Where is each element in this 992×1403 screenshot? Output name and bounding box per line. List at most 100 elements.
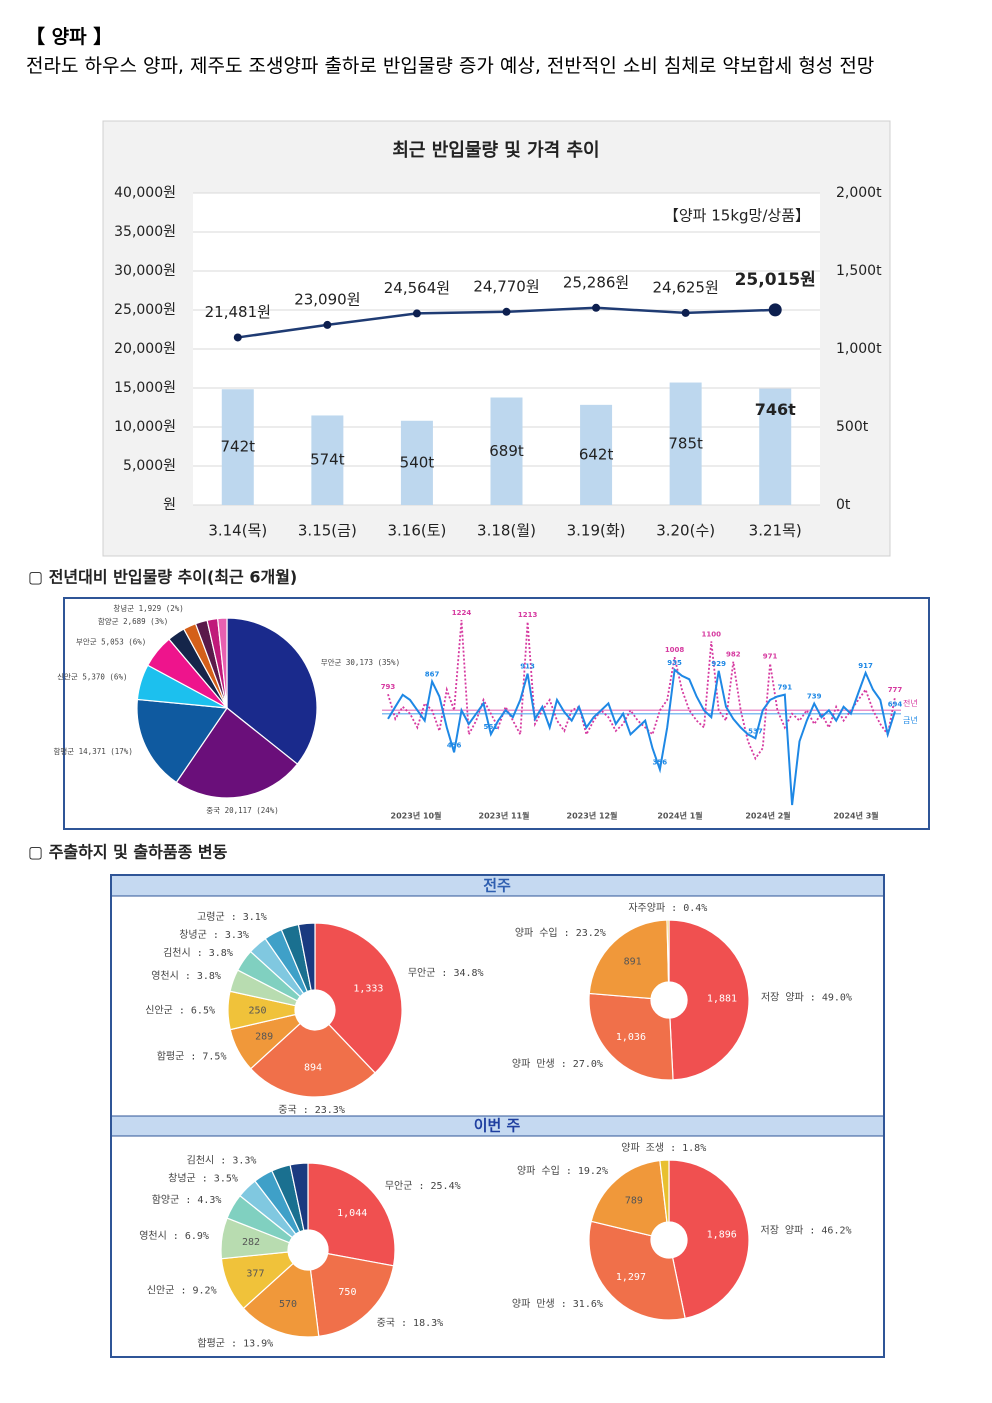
price-point: [592, 303, 601, 312]
inner-label: 1,036: [616, 1032, 646, 1043]
inner-label: 1,896: [707, 1230, 737, 1241]
bar-label: 689t: [489, 442, 524, 460]
slice: [226, 617, 318, 765]
legend-label: 금년: [903, 715, 918, 725]
price-point: [323, 320, 332, 329]
bar: [580, 404, 613, 505]
x-tick-label: 2024년 2월: [745, 811, 790, 821]
slice: [588, 919, 670, 1000]
point-label: 793: [381, 683, 396, 691]
y2-tick-label: 500t: [836, 419, 869, 435]
inner-label: 789: [625, 1195, 643, 1206]
point-label: 1224: [452, 609, 472, 617]
slice-label: 저장 양파 : 46.2%: [761, 1225, 852, 1237]
price-label: 21,481원: [205, 303, 271, 321]
y2-tick-label: 0t: [836, 497, 851, 513]
slice: [249, 1022, 376, 1098]
point-label: 929: [711, 660, 726, 668]
slice-label: 양파 수입 : 19.2%: [517, 1164, 608, 1177]
price-point: [412, 309, 421, 318]
slice: [242, 1262, 320, 1338]
x-tick-label: 2023년 11월: [479, 811, 530, 821]
slice-label: 부안군 5,053 (6%): [76, 636, 146, 646]
point-label: 739: [807, 693, 822, 701]
price-label: 24,625원: [652, 278, 718, 296]
slice-label: 무안군 : 34.8%: [408, 967, 484, 979]
inner-label: 377: [246, 1268, 264, 1279]
y-tick-label: 5,000원: [123, 458, 176, 474]
slice: [588, 992, 674, 1081]
slice: [666, 919, 670, 983]
bar: [669, 382, 702, 505]
x-tick-label: 2024년 3월: [833, 811, 878, 821]
slice: [289, 1162, 309, 1232]
inner-label: 894: [304, 1062, 322, 1073]
x-tick-label: 3.14(목): [208, 522, 267, 540]
y-tick-label: 25,000원: [114, 302, 176, 318]
summary: 전라도 하우스 양파, 제주도 조생양파 출하로 반입물량 증가 예상, 전반적…: [26, 55, 875, 77]
y-tick-label: 20,000원: [114, 341, 176, 357]
slice-label: 자주양파 : 0.4%: [628, 902, 707, 914]
slice: [668, 919, 750, 1081]
inner-label: 282: [242, 1237, 260, 1248]
slice: [297, 922, 316, 992]
price-label: 24,770원: [473, 277, 539, 295]
series-line: [387, 667, 896, 806]
slice-label: 창녕군 : 3.5%: [168, 1173, 238, 1185]
slice-label: 함양군 : 4.3%: [152, 1194, 222, 1206]
slice-label: 함평군 14,371 (17%): [53, 746, 132, 756]
x-tick-label: 3.15(금): [298, 522, 357, 540]
point-label: 1213: [518, 611, 538, 619]
slice-label: 함양군 2,689 (3%): [98, 617, 168, 626]
slice-label: 신안군 5,370 (6%): [57, 672, 127, 682]
x-tick-label: 3.21목): [749, 522, 802, 540]
y-tick-label: 원: [163, 497, 176, 513]
inner-label: 1,297: [616, 1272, 646, 1283]
point-label: 1008: [665, 646, 685, 654]
bar-label: 540t: [400, 453, 435, 471]
x-tick-label: 2023년 10월: [391, 811, 442, 821]
slice-label: 양파 조생 : 1.8%: [621, 1142, 706, 1154]
price-label: 24,564원: [384, 279, 450, 297]
point-label: 537: [748, 727, 763, 735]
point-label: 971: [763, 653, 778, 661]
point-label: 913: [520, 663, 535, 671]
y2-tick-label: 2,000t: [836, 185, 882, 201]
point-label: 561: [484, 723, 499, 731]
y-tick-label: 40,000원: [114, 185, 176, 201]
point-label: 867: [425, 670, 440, 678]
slice-label: 저장 양파 : 49.0%: [761, 992, 852, 1004]
slice-label: 중국 : 23.3%: [278, 1104, 345, 1116]
price-label: 25,015원: [735, 270, 816, 290]
bar-label: 574t: [310, 451, 345, 469]
slice-label: 무안군 30,173 (35%): [321, 657, 400, 667]
slice-label: 창녕군 1,929 (2%): [113, 604, 183, 613]
y-tick-label: 35,000원: [114, 224, 176, 240]
slice-label: 중국 20,117 (24%): [206, 806, 279, 815]
point-label: 356: [653, 759, 668, 767]
x-tick-label: 3.18(월): [477, 522, 536, 540]
point-label: 982: [726, 651, 741, 659]
y-tick-label: 15,000원: [114, 380, 176, 396]
inner-label: 250: [248, 1005, 266, 1016]
point-label: 694: [888, 700, 903, 708]
slice-label: 영천시 : 6.9%: [139, 1230, 209, 1242]
slice-label: 양파 수입 : 23.2%: [515, 926, 606, 939]
slice-label: 무안군 : 25.4%: [385, 1180, 461, 1192]
y-tick-label: 30,000원: [114, 263, 176, 279]
inner-label: 1,333: [353, 984, 383, 995]
x-tick-label: 2024년 1월: [657, 811, 702, 821]
legend-label: 전년: [903, 698, 918, 708]
inner-label: 289: [255, 1032, 273, 1043]
panel-title: 이번 주: [474, 1117, 521, 1135]
point-label: 777: [888, 686, 903, 694]
slice: [309, 1252, 395, 1338]
slice-label: 영천시 : 3.8%: [151, 970, 221, 982]
price-point: [233, 333, 242, 342]
bar: [311, 415, 344, 505]
slice: [590, 1159, 668, 1237]
slice-label: 양파 만생 : 27.0%: [512, 1058, 603, 1070]
bar: [400, 420, 433, 505]
inner-label: 891: [624, 956, 642, 967]
